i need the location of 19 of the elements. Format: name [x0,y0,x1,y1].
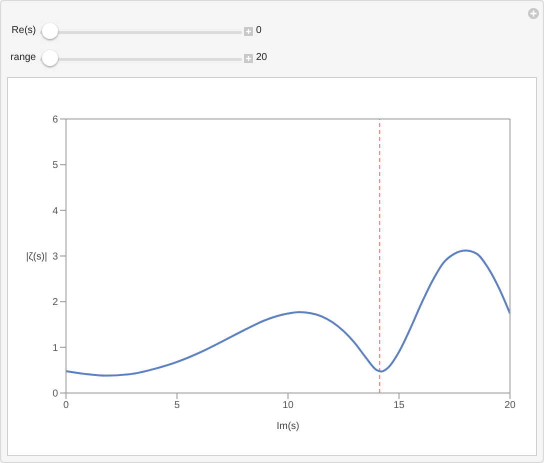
x-tick-label: 0 [63,400,70,412]
y-tick-label: 5 [52,160,58,172]
y-axis-title: |ζ(s)| [26,252,48,263]
text: 0 [256,25,262,36]
line-series [66,250,510,377]
x-tick-label: 5 [174,400,180,412]
y-tick-label: 6 [52,114,58,126]
y-tick-label: 4 [52,206,58,217]
y-tick-label: 3 [52,252,58,263]
y-tick-label: 0 [52,388,58,400]
x-tick-label: 10 [282,400,294,412]
x-axis-title: Im(s) [276,421,300,432]
y-tick-label: 1 [52,342,58,354]
y-tick-label: 2 [52,297,58,308]
x-tick-label: 20 [504,400,516,412]
text: 20 [256,52,268,63]
x-tick-label: 15 [393,400,405,412]
text: range [10,52,36,63]
text: Re(s) [12,25,36,36]
